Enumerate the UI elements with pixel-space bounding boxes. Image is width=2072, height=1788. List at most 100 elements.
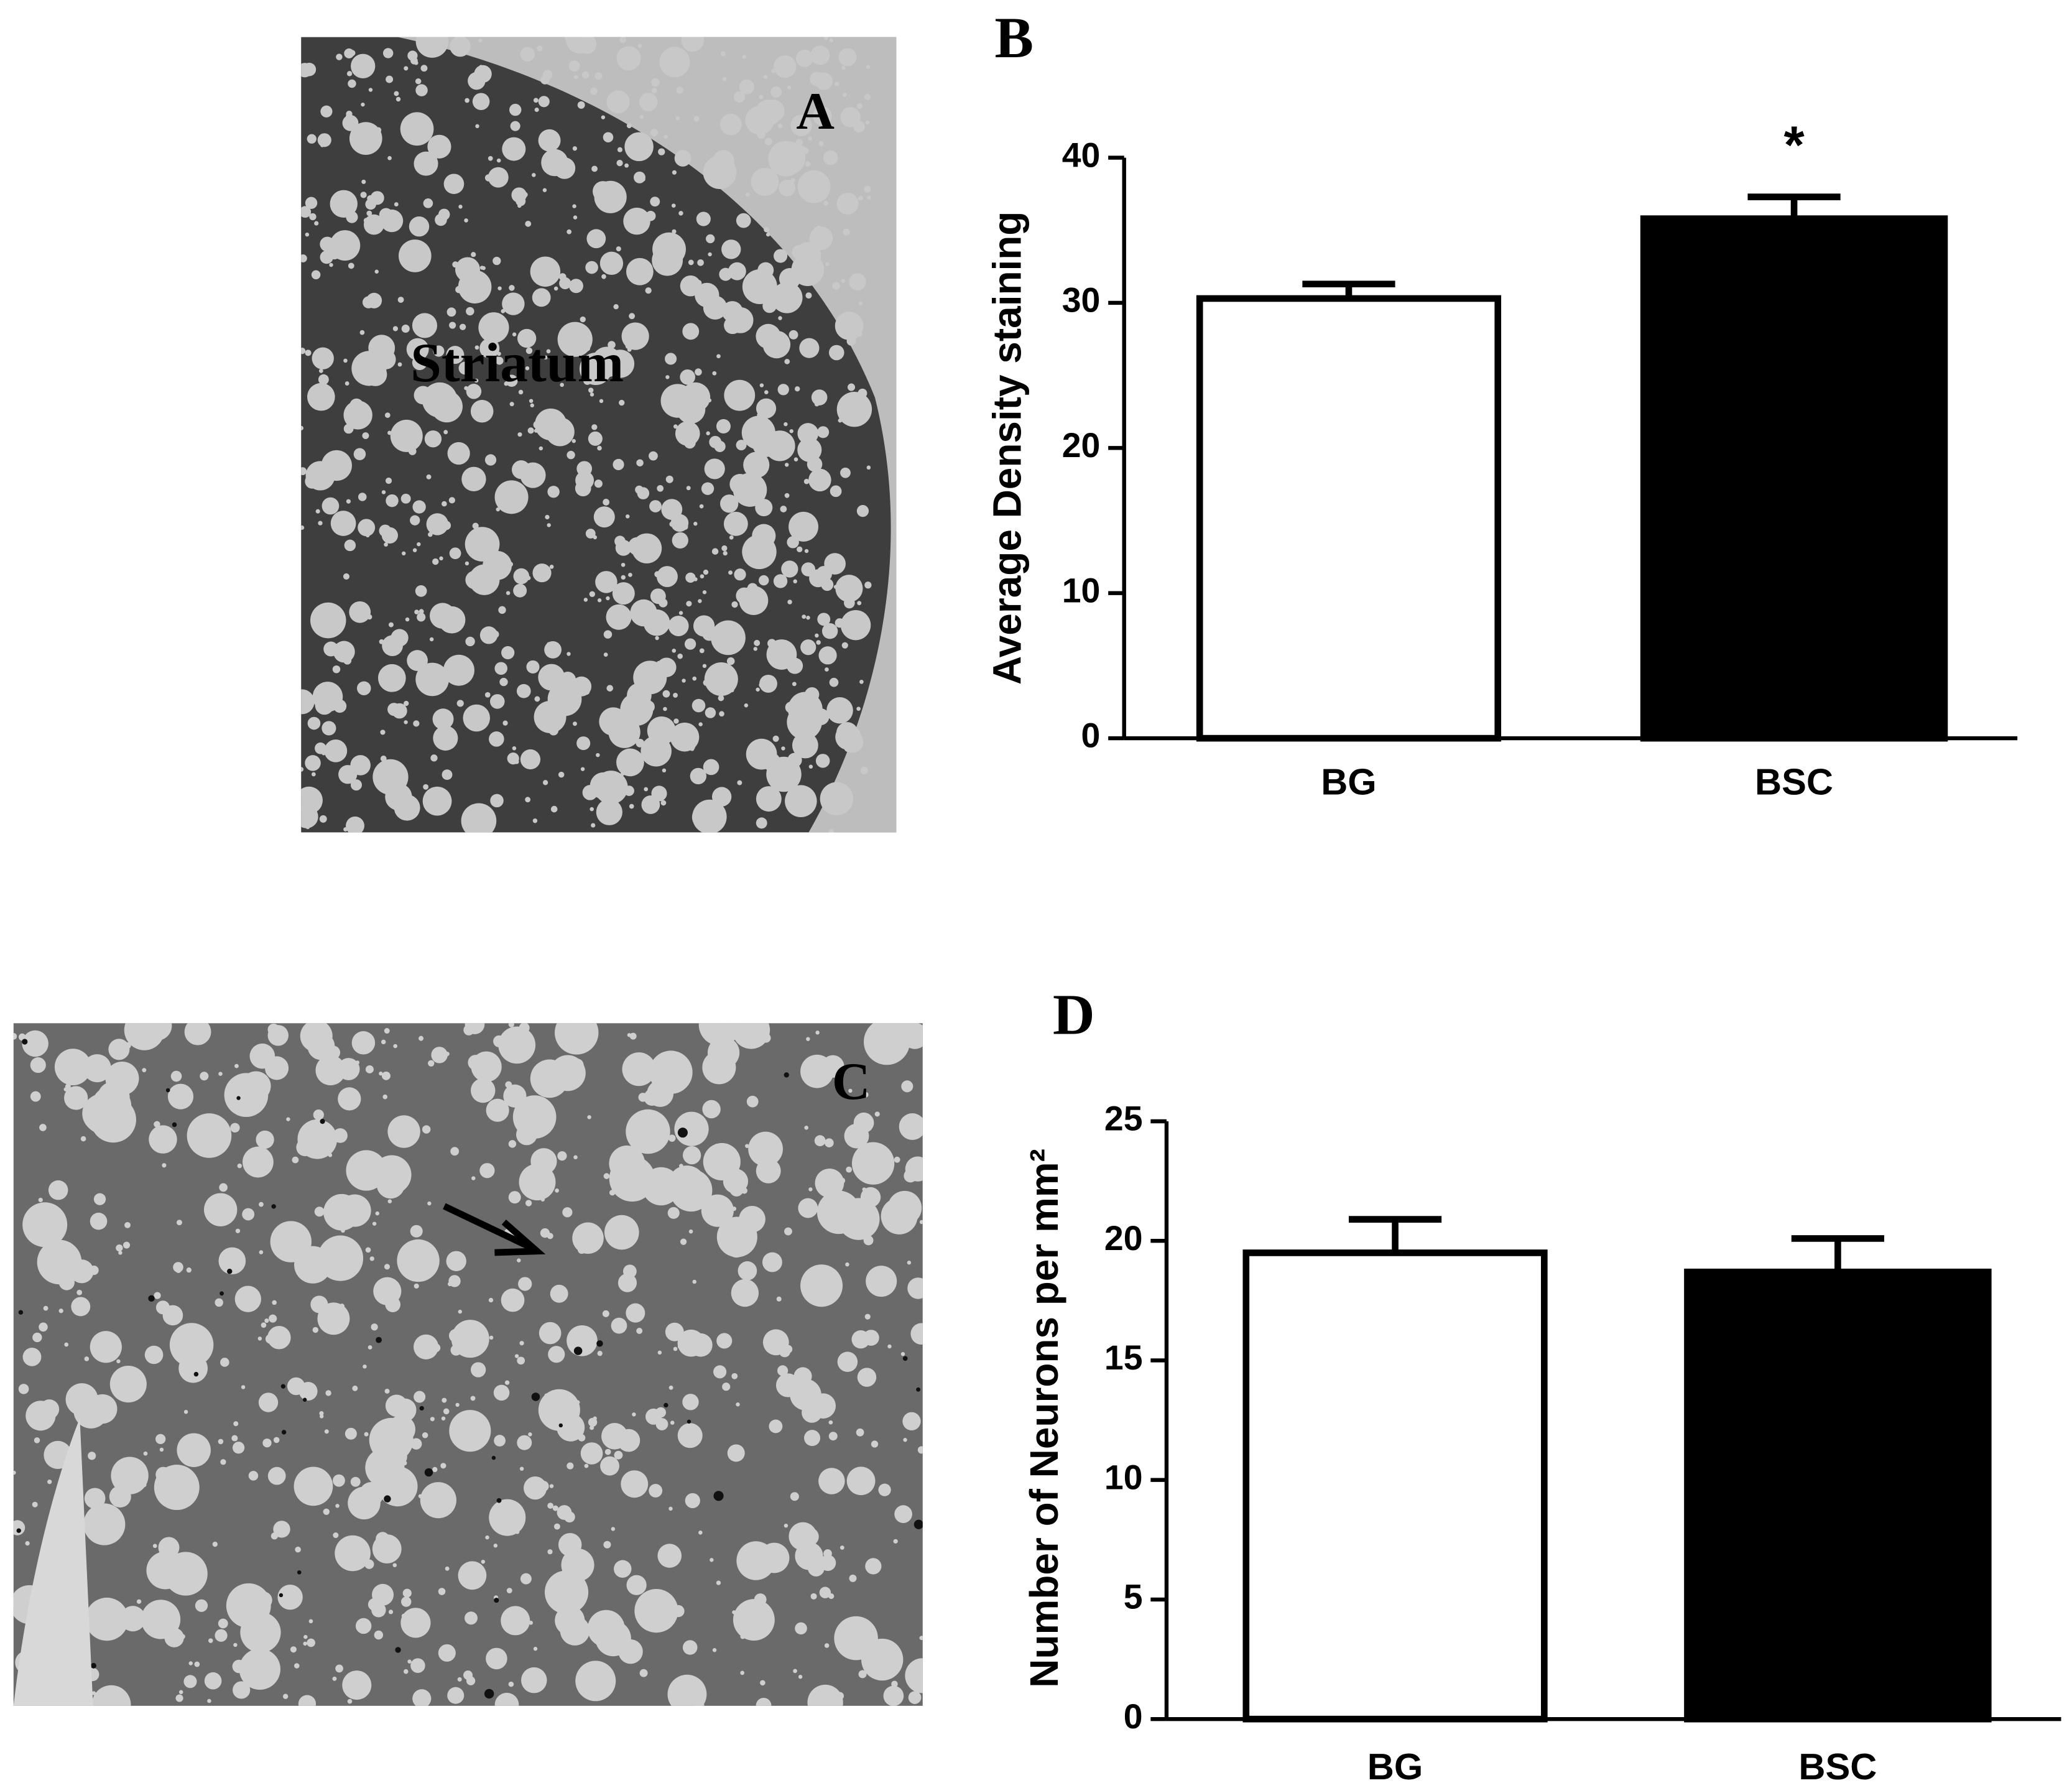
spot	[716, 1580, 721, 1585]
spot	[742, 55, 746, 59]
spot	[780, 506, 787, 512]
spot	[361, 179, 366, 184]
spot	[446, 307, 456, 317]
spot	[546, 349, 551, 354]
spot	[312, 347, 334, 369]
spot	[903, 1438, 907, 1442]
spot	[713, 1491, 724, 1501]
spot	[402, 1588, 412, 1598]
spot	[653, 244, 659, 249]
spot	[332, 665, 341, 674]
spot	[401, 324, 410, 333]
spot	[311, 270, 321, 280]
spot	[636, 1328, 643, 1334]
spot	[315, 742, 326, 754]
spot	[712, 371, 717, 376]
spot	[143, 1451, 148, 1456]
spot	[899, 1113, 923, 1141]
spot	[282, 1693, 289, 1699]
spot	[844, 1123, 869, 1149]
spot	[723, 76, 727, 81]
y-tick-label: 30	[1062, 281, 1101, 320]
spot	[736, 1402, 740, 1407]
spot	[398, 239, 432, 272]
spot	[812, 708, 830, 725]
spot	[762, 1252, 782, 1272]
spot	[616, 246, 621, 252]
spot	[109, 1366, 147, 1403]
spot	[797, 437, 822, 462]
spot	[183, 1409, 188, 1414]
spot	[501, 308, 506, 313]
spot	[616, 159, 623, 167]
spot	[509, 103, 522, 116]
spot	[474, 345, 479, 350]
spot	[611, 1317, 627, 1334]
spot	[704, 662, 738, 697]
spot	[853, 402, 859, 407]
spot	[39, 1124, 47, 1131]
spot	[307, 134, 317, 144]
spot	[538, 96, 550, 108]
spot	[414, 1283, 419, 1289]
spot	[643, 609, 670, 636]
spot	[645, 1408, 662, 1425]
spot	[545, 417, 575, 447]
spot	[701, 1194, 734, 1227]
spot	[703, 759, 719, 776]
spot	[506, 374, 518, 387]
spot	[493, 256, 501, 266]
spot	[349, 601, 371, 623]
spot	[509, 402, 514, 407]
spot	[829, 677, 839, 687]
spot	[864, 93, 871, 100]
spot	[756, 687, 760, 692]
spot	[404, 700, 409, 706]
bar	[1640, 215, 1948, 742]
spot	[818, 173, 823, 177]
spot	[617, 458, 622, 463]
spot	[412, 548, 417, 552]
spot	[438, 1644, 456, 1662]
spot	[864, 1313, 871, 1320]
spot	[22, 1030, 49, 1057]
spot	[464, 386, 468, 391]
chart: D Number of Neurons per mm² 0 5 10 15 20 25 BG BS…	[1022, 983, 2061, 1787]
spot	[531, 1392, 540, 1401]
spot	[682, 323, 700, 340]
spot	[545, 514, 550, 520]
spot	[810, 45, 830, 65]
spot	[422, 1432, 428, 1438]
spot	[813, 106, 832, 126]
spot	[760, 1680, 765, 1686]
spot	[779, 1346, 790, 1358]
spot	[215, 1629, 228, 1642]
tissue-edge	[397, 37, 897, 833]
spot	[682, 1394, 699, 1410]
spot	[603, 1173, 610, 1179]
spot	[346, 71, 353, 76]
spot	[305, 232, 310, 237]
spot	[456, 700, 464, 707]
spot	[773, 574, 788, 588]
spot	[587, 1115, 591, 1119]
spot	[573, 1346, 583, 1355]
spot	[770, 86, 782, 98]
spot	[527, 427, 534, 434]
spot	[547, 486, 560, 498]
spot	[297, 1570, 302, 1575]
spot	[574, 75, 578, 80]
spot	[682, 1640, 698, 1655]
spot	[777, 1565, 783, 1572]
spot	[13, 1520, 25, 1536]
spot	[823, 1549, 832, 1558]
spot	[601, 1423, 628, 1450]
spot	[363, 218, 369, 224]
spot	[294, 1246, 332, 1284]
spot	[553, 157, 576, 179]
spot	[440, 1463, 446, 1469]
spot	[865, 120, 870, 125]
arrow	[443, 1203, 535, 1252]
spot	[572, 204, 576, 208]
